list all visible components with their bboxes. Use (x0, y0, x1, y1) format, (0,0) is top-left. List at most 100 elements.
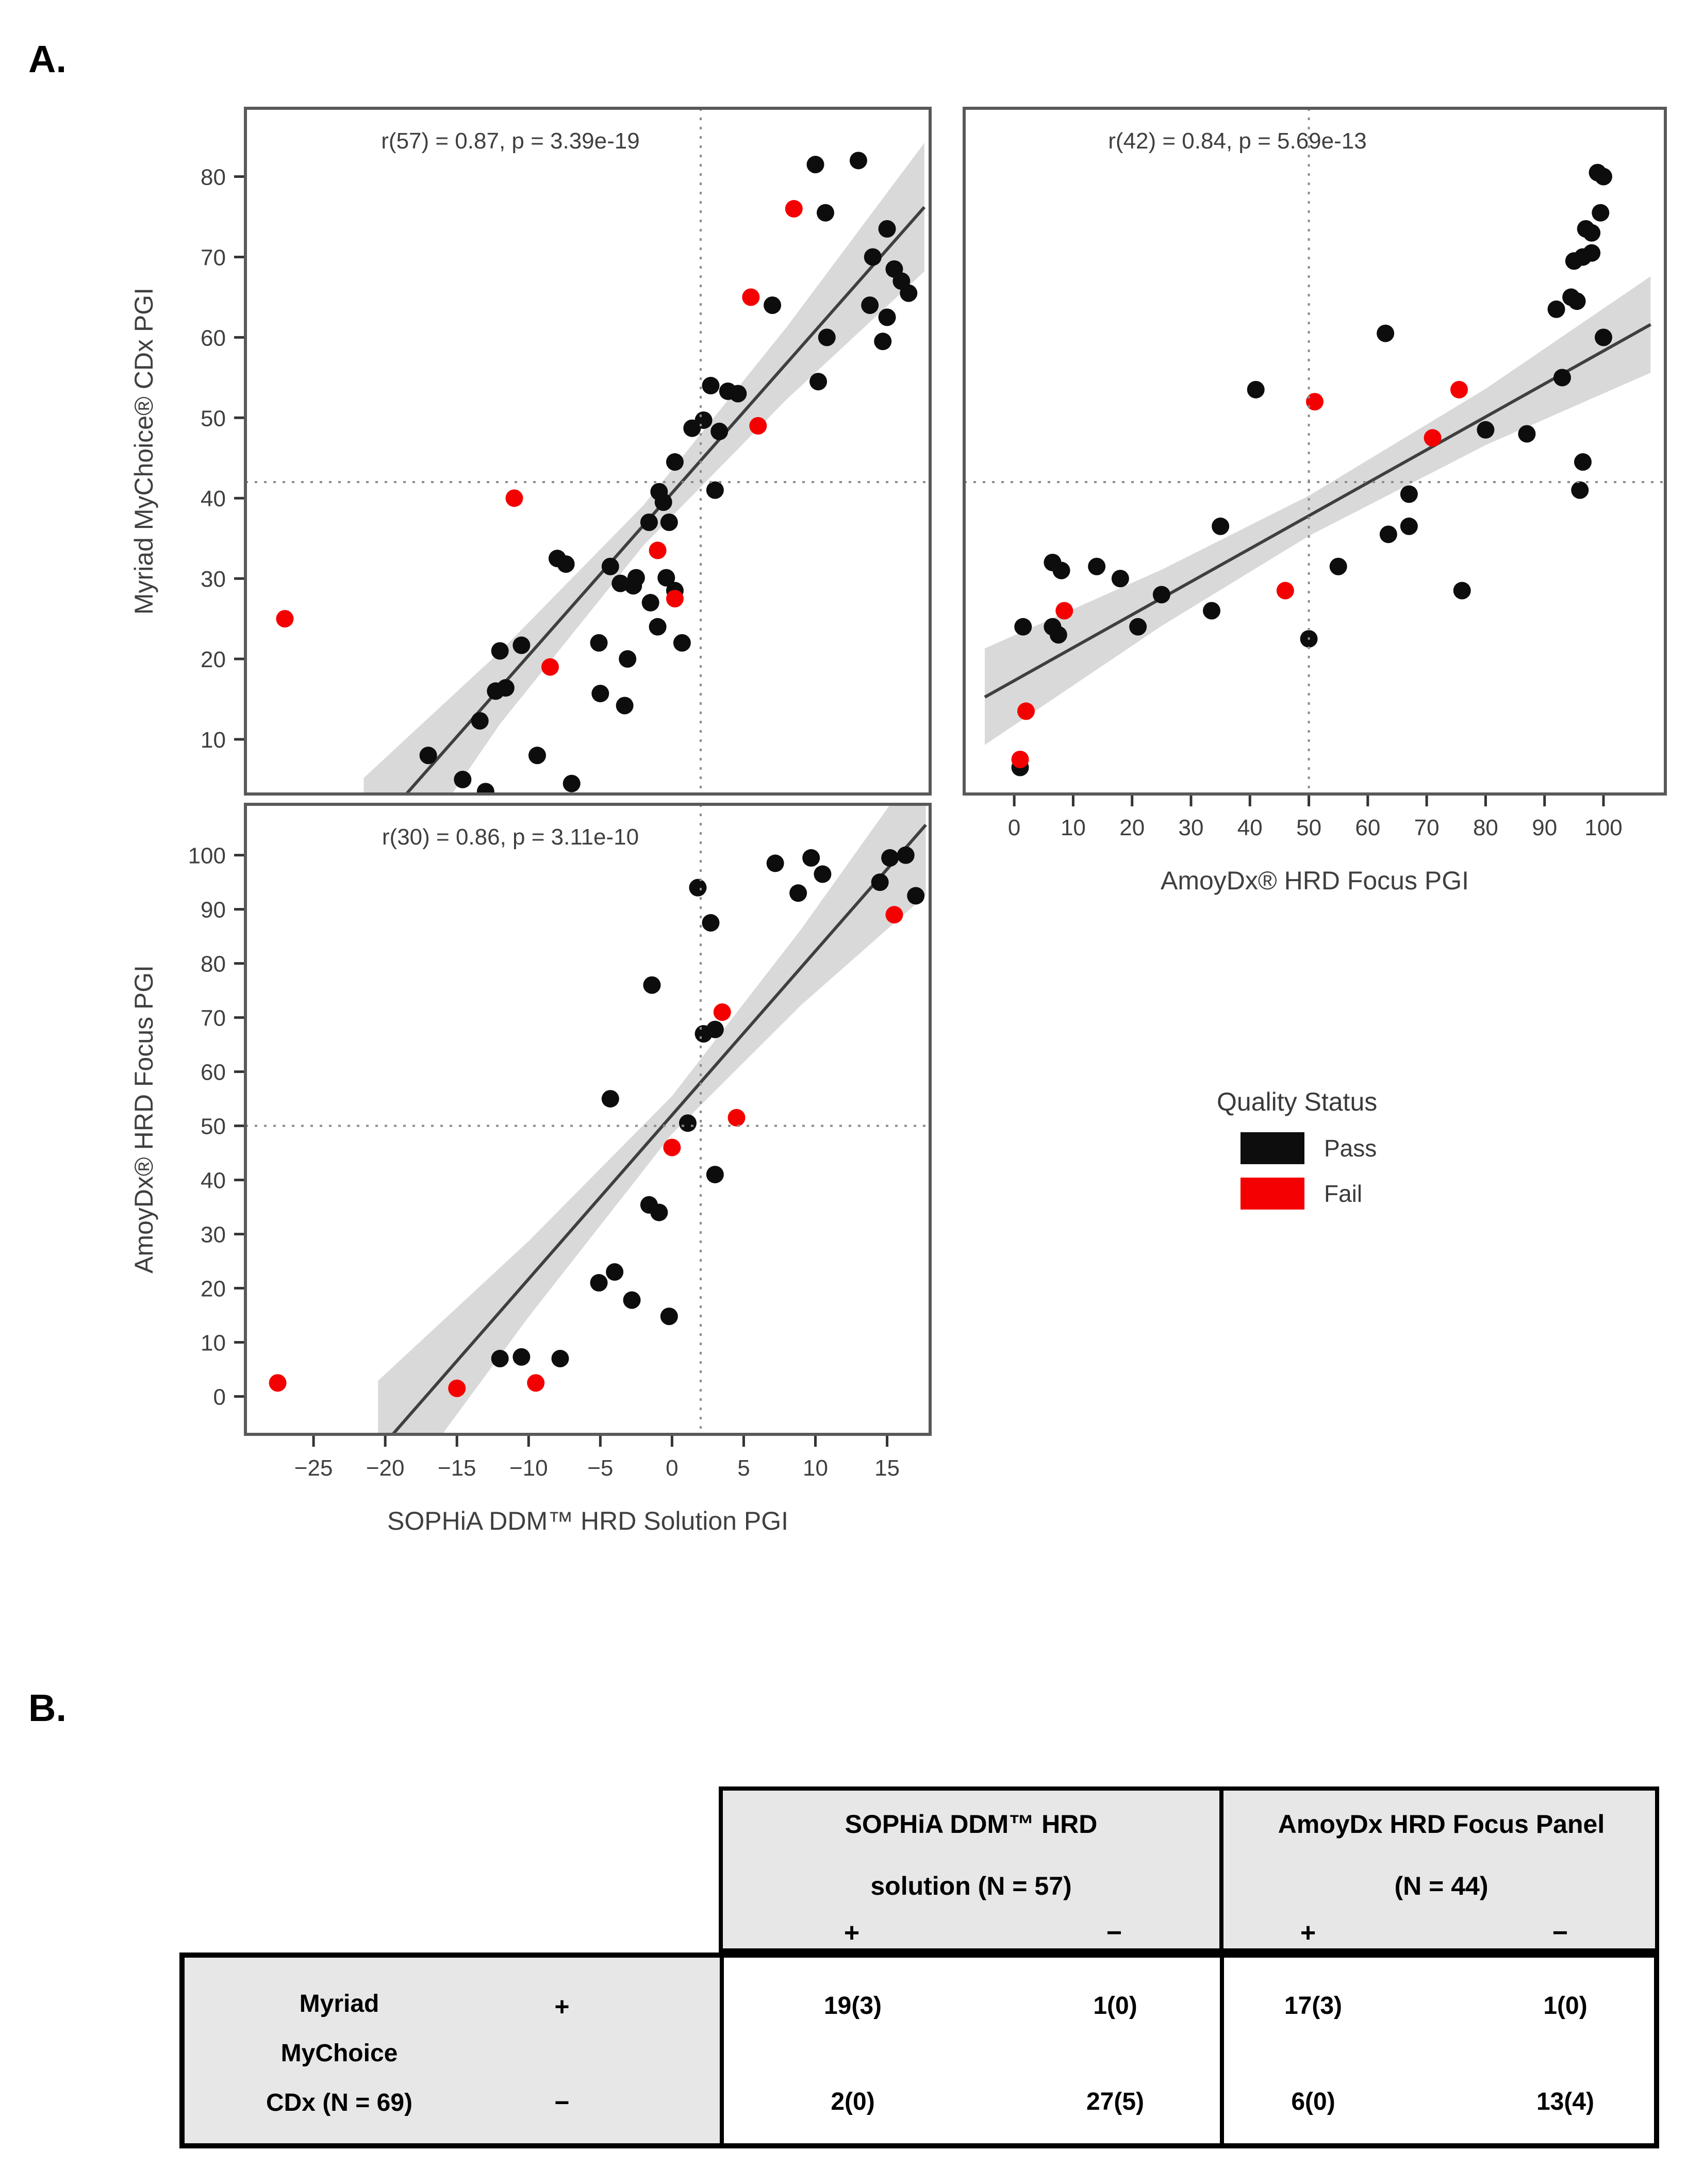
point-pass (1152, 586, 1170, 604)
point-pass (606, 1263, 624, 1281)
point-pass (1400, 485, 1418, 503)
table-cell: 19(3) (823, 1992, 882, 2020)
x-tick-label: 10 (803, 1455, 828, 1481)
confidence-band (363, 143, 924, 794)
y-tick-label: 30 (201, 567, 226, 592)
point-fail (1450, 380, 1468, 399)
point-pass (818, 328, 836, 346)
y-axis-title: Myriad MyChoice® CDx PGI (129, 288, 158, 615)
plot-amoy_vs_myriad: 0 10 20 30 40 50 60 70 80 90 100 r(42) = 0.84, p = … (963, 107, 1667, 895)
point-pass (471, 712, 489, 730)
table-cell: 13(4) (1536, 2088, 1595, 2115)
point-pass (864, 248, 882, 266)
point-pass (623, 1291, 641, 1309)
row-label-line2: MyChoice (280, 2040, 398, 2067)
y-tick-label: 30 (201, 1222, 226, 1248)
legend-item-fail: Fail (1241, 1178, 1377, 1210)
point-pass (907, 887, 925, 905)
point-pass (1379, 525, 1397, 543)
point-pass (476, 783, 494, 794)
point-pass (641, 593, 659, 611)
header-divider (1219, 1791, 1223, 1948)
point-pass (660, 1308, 678, 1326)
point-pass (1583, 224, 1601, 242)
y-tick-label: 70 (201, 1006, 226, 1031)
concordance-table: SOPHiA DDM™ HRD solution (N = 57) AmoyDx… (179, 1786, 1659, 2148)
point-pass (702, 376, 720, 394)
group2-title-line1: AmoyDx HRD Focus Panel (1278, 1810, 1605, 1839)
confidence-band (378, 804, 926, 1434)
point-pass (1592, 204, 1610, 222)
group1-title-line1: SOPHiA DDM™ HRD (845, 1810, 1098, 1839)
correlation-stats: r(30) = 0.86, p = 3.11e-10 (382, 824, 639, 850)
point-pass (871, 873, 889, 891)
point-pass (1571, 481, 1589, 499)
point-pass (1583, 244, 1601, 262)
fail-swatch-icon (1241, 1178, 1304, 1210)
y-tick-label: 50 (201, 406, 226, 431)
point-pass (689, 879, 707, 897)
point-pass (551, 1350, 569, 1368)
point-pass (878, 308, 896, 326)
point-pass (814, 865, 832, 883)
point-fail (666, 590, 684, 608)
x-tick-label: −15 (438, 1455, 476, 1481)
x-tick-label: 0 (1008, 815, 1020, 840)
point-pass (1595, 168, 1612, 186)
point-pass (1553, 369, 1571, 387)
point-pass (660, 513, 678, 531)
point-pass (591, 685, 609, 703)
point-fail (749, 417, 767, 435)
point-pass (657, 569, 675, 587)
point-pass (706, 1166, 724, 1184)
point-fail (1306, 393, 1324, 411)
x-tick-label: 0 (666, 1455, 678, 1481)
point-fail (1424, 429, 1442, 447)
point-fail (448, 1379, 466, 1397)
point-pass (1247, 380, 1265, 399)
point-pass (1574, 453, 1592, 471)
legend-label-pass: Pass (1324, 1135, 1377, 1162)
y-tick-label: 60 (201, 1060, 226, 1085)
point-fail (713, 1003, 731, 1021)
y-tick-label: 70 (201, 245, 226, 270)
x-tick-label: 100 (1584, 815, 1622, 840)
row-label-cell (185, 1958, 724, 2143)
group1-title-line2: solution (N = 57) (870, 1872, 1072, 1900)
point-fail (727, 1108, 746, 1127)
y-tick-label: 100 (188, 843, 226, 869)
point-pass (601, 1090, 619, 1108)
plot-sophia_vs_amoy: 0 10 20 30 40 50 60 70 80 90 100 −25 −20 −15 −10 −5 0 5 10… (129, 803, 932, 1535)
body-divider-2 (1220, 1958, 1224, 2143)
point-fail (1276, 582, 1294, 600)
point-fail (663, 1138, 681, 1156)
point-pass (1049, 626, 1067, 644)
point-fail (742, 288, 760, 306)
point-fail (269, 1374, 287, 1392)
point-pass (706, 481, 724, 499)
panel-b-label: B. (28, 1686, 67, 1729)
y-tick-label: 10 (201, 1331, 226, 1356)
point-pass (1203, 602, 1220, 620)
y-tick-label: 90 (201, 898, 226, 923)
regression-line (984, 323, 1651, 699)
regression-line (390, 823, 927, 1434)
y-tick-label: 40 (201, 1168, 226, 1194)
point-pass (702, 914, 720, 932)
point-pass (1212, 517, 1230, 535)
point-pass (454, 770, 472, 788)
y-axis-title: AmoyDx® HRD Focus PGI (129, 965, 158, 1273)
point-pass (881, 849, 899, 867)
x-tick-label: 15 (874, 1455, 900, 1481)
point-pass (616, 697, 634, 715)
point-pass (650, 1203, 668, 1221)
point-fail (541, 658, 559, 676)
table-cell: 2(0) (831, 2088, 875, 2115)
point-pass (679, 1114, 697, 1132)
point-fail (1017, 702, 1035, 720)
y-tick-label: 20 (201, 647, 226, 672)
point-pass (694, 411, 713, 429)
legend-item-pass: Pass (1241, 1132, 1377, 1164)
table-body: Myriad MyChoice CDx (N = 69) + − 19(3) 1… (179, 1953, 1659, 2148)
